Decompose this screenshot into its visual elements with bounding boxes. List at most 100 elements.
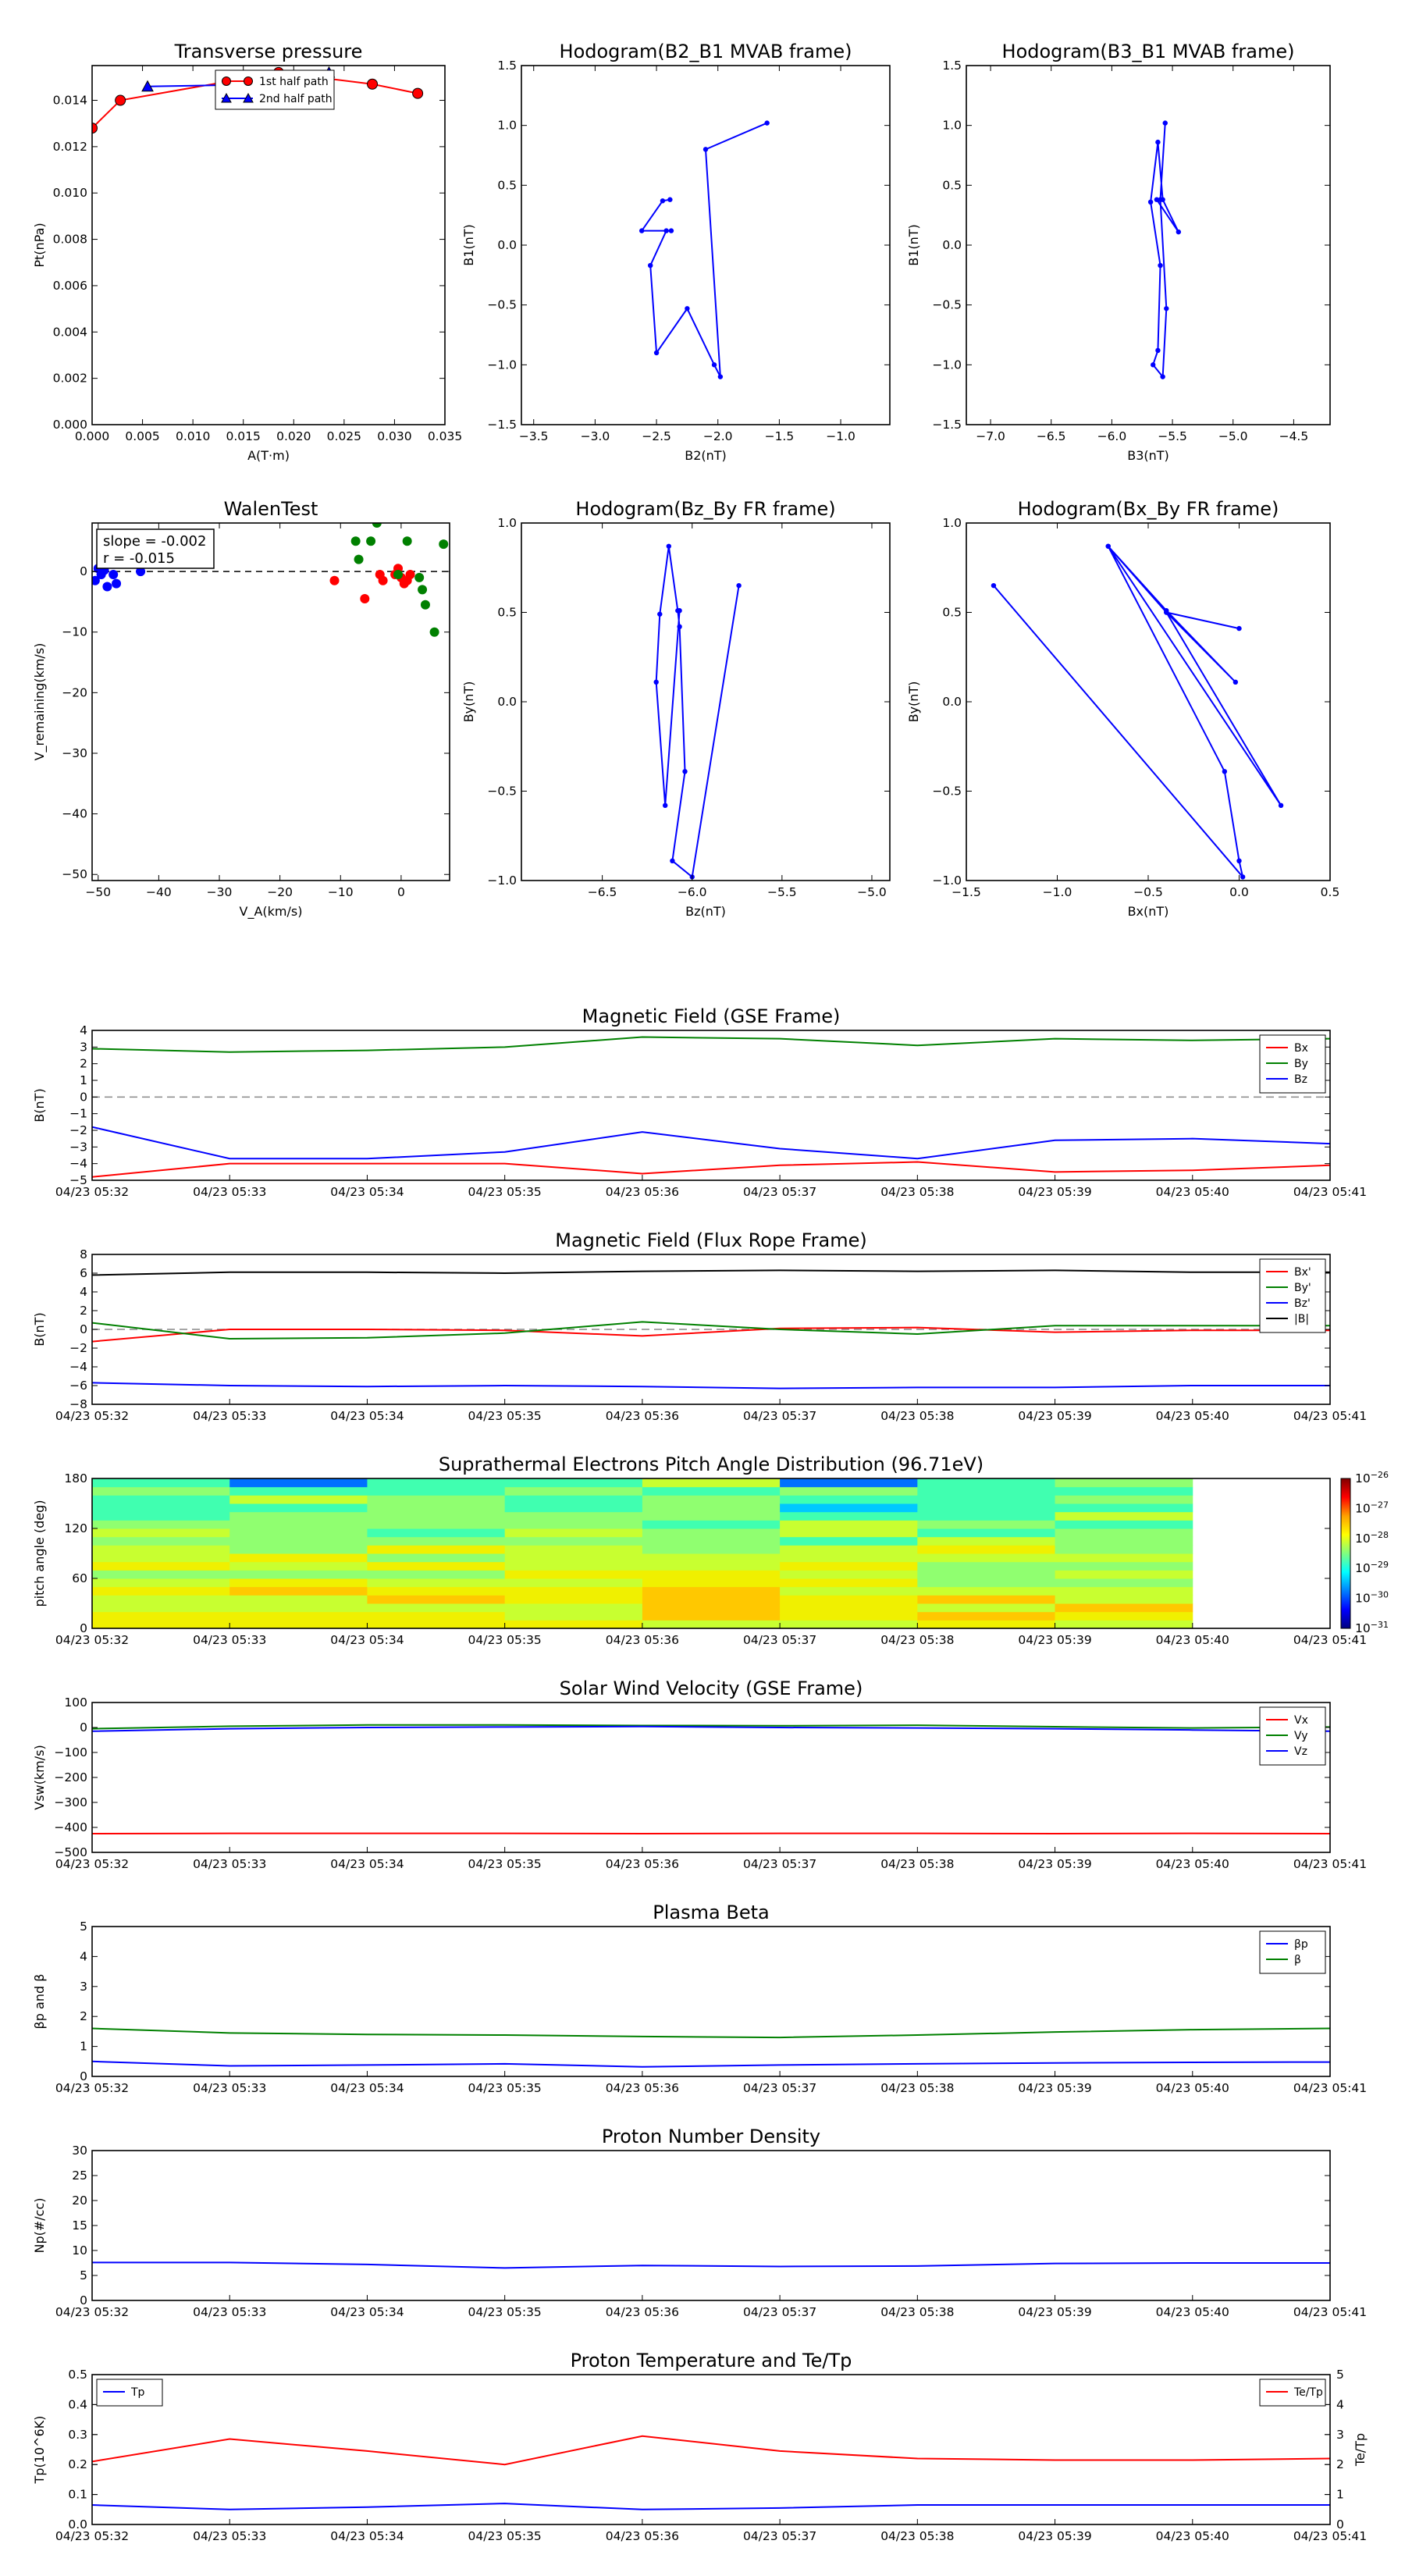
series-line — [655, 546, 740, 879]
heatmap-cell — [1055, 1620, 1193, 1629]
x-tick-label: 04/23 05:40 — [1156, 1857, 1229, 1871]
series-line — [91, 1724, 1331, 1730]
heatmap-cell — [229, 1561, 368, 1571]
heatmap-cell — [917, 1503, 1056, 1513]
heatmap-cell — [504, 1495, 643, 1504]
heatmap-cell — [367, 1603, 506, 1613]
y-tick-label: −10 — [62, 625, 87, 639]
heatmap-cell — [504, 1503, 643, 1513]
data-point — [393, 569, 404, 579]
heatmap-cell — [917, 1495, 1056, 1504]
chart-h1: Hodogram(B2_B1 MVAB frame) −3.5 −3.0 −2.5 −2… — [461, 41, 891, 463]
series-line — [91, 1725, 1331, 1732]
heatmap-cell — [229, 1486, 368, 1496]
x-tick-label: −5.5 — [767, 885, 797, 899]
heatmap-cell — [367, 1495, 506, 1504]
y-tick-label: 1.0 — [942, 119, 962, 133]
chart-h4: Hodogram(Bx_By FR frame)−1.5 −1.0 −0.5 0.0 0… — [906, 498, 1339, 919]
data-point — [414, 572, 425, 582]
data-point — [648, 262, 653, 269]
x-tick-label: 04/23 05:32 — [55, 2305, 129, 2319]
heatmap-cell — [367, 1620, 506, 1629]
heatmap-cell — [92, 1495, 230, 1504]
heatmap-cell — [229, 1570, 368, 1579]
heatmap-cell — [504, 1570, 643, 1579]
y-tick-label: −0.5 — [487, 298, 517, 312]
x-tick-label: 04/23 05:40 — [1156, 2305, 1229, 2319]
x-tick-label: −2.0 — [703, 429, 733, 443]
x-tick-label: 04/23 05:41 — [1293, 1633, 1367, 1647]
y-tick-label: −300 — [54, 1795, 87, 1809]
heatmap-cell — [504, 1520, 643, 1529]
data-point — [1240, 874, 1246, 880]
x-tick-label: −50 — [85, 885, 111, 899]
heatmap-cell — [780, 1553, 918, 1563]
x-tick-label: 04/23 05:33 — [193, 2529, 266, 2543]
x-tick-label: 04/23 05:38 — [880, 1633, 954, 1647]
series-line — [993, 546, 1282, 878]
x-tick-label: −5.0 — [1218, 429, 1248, 443]
heatmap-cell — [367, 1586, 506, 1596]
y-tick-label: 0.0 — [68, 2517, 87, 2532]
x-axis-label: V_A(km/s) — [240, 904, 303, 920]
x-tick-label: −5.0 — [857, 885, 887, 899]
chart-h3: Hodogram(Bz_By FR frame) −6.5 −6.0 −5.5 −5.0… — [461, 498, 891, 919]
y-tick-label: 1.0 — [497, 119, 517, 133]
y-tick-label: 0.2 — [68, 2457, 87, 2471]
heatmap-cell — [367, 1578, 506, 1588]
y-tick-label: 4 — [80, 1949, 87, 1963]
y-tick-label: −5 — [69, 1173, 87, 1187]
y-tick-label: 0.5 — [68, 2368, 87, 2382]
data-point — [115, 94, 126, 106]
x-tick-label: 04/23 05:39 — [1018, 2529, 1091, 2543]
data-point — [92, 123, 98, 134]
x-tick-label: 04/23 05:33 — [193, 1409, 266, 1423]
legend-box — [1259, 1258, 1326, 1333]
data-point — [1147, 199, 1154, 205]
y-tick-label: −3 — [69, 1140, 87, 1154]
y-tick-label: −500 — [54, 1845, 87, 1859]
x-tick-label: 04/23 05:37 — [743, 1409, 816, 1423]
heatmap-cell — [229, 1586, 368, 1596]
x-tick-label: −10 — [328, 885, 354, 899]
legend-label: Bz' — [1294, 1297, 1311, 1310]
data-point — [711, 362, 717, 368]
y-tick-label: 4 — [80, 1023, 87, 1037]
heatmap-cell — [1055, 1520, 1193, 1529]
y-tick-label: 100 — [64, 1695, 87, 1710]
chart-title: Proton Number Density — [602, 2126, 820, 2147]
x-tick-label: 04/23 05:37 — [743, 2305, 816, 2319]
heatmap-cell — [1055, 1586, 1193, 1596]
series-line — [91, 2027, 1331, 2039]
data-point — [1164, 306, 1169, 311]
x-axis-label: A(T·m) — [247, 448, 290, 463]
heatmap-cell — [504, 1528, 643, 1538]
heatmap-cell — [917, 1603, 1056, 1613]
x-tick-label: 04/23 05:32 — [55, 1857, 129, 1871]
x-tick-label: −1.0 — [1043, 885, 1072, 899]
data-point — [354, 554, 364, 564]
colorbar-label: 10−29 — [1355, 1560, 1389, 1575]
chart-title: Hodogram(B3_B1 MVAB frame) — [1002, 41, 1295, 62]
heatmap-cell — [92, 1553, 230, 1563]
heatmap-cell — [92, 1486, 230, 1496]
heatmap-cell — [780, 1520, 918, 1529]
x-tick-label: 04/23 05:36 — [606, 1409, 679, 1423]
heatmap-cell — [642, 1595, 781, 1604]
y-axis-label: V_remaining(km/s) — [32, 643, 48, 761]
heatmap-cell — [917, 1620, 1056, 1629]
x-axis-label: Bx(nT) — [1128, 904, 1169, 919]
annotation-text: r = -0.015 — [103, 550, 175, 567]
y-tick-label: 0.5 — [942, 606, 962, 620]
series-line — [640, 122, 768, 378]
heatmap-cells — [92, 1478, 1193, 1629]
heatmap-cell — [229, 1495, 368, 1504]
heatmap-cell — [367, 1478, 506, 1488]
heatmap-cell — [229, 1611, 368, 1621]
legend: Bx By Bz — [1259, 1034, 1326, 1094]
y-tick-label: 0.012 — [53, 140, 87, 154]
series-line — [91, 1321, 1330, 1340]
x-tick-label: −1.0 — [826, 429, 855, 443]
data-point — [136, 567, 146, 577]
heatmap-cell — [917, 1611, 1056, 1621]
